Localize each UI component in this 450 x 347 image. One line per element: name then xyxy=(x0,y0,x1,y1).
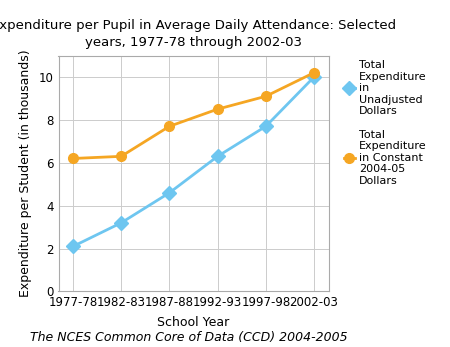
Total
Expenditure
in
Unadjusted
Dollars xyxy=(263,124,269,128)
Total
Expenditure
in Constant
2004-05
Dollars xyxy=(215,107,220,111)
Total
Expenditure
in
Unadjusted
Dollars xyxy=(70,244,76,248)
Text: The NCES Common Core of Data (CCD) 2004-2005: The NCES Common Core of Data (CCD) 2004-… xyxy=(30,331,348,344)
Total
Expenditure
in Constant
2004-05
Dollars xyxy=(118,154,124,159)
Total
Expenditure
in
Unadjusted
Dollars xyxy=(215,154,220,159)
Total
Expenditure
in
Unadjusted
Dollars xyxy=(166,191,172,195)
X-axis label: School Year: School Year xyxy=(158,316,230,329)
Total
Expenditure
in Constant
2004-05
Dollars xyxy=(70,156,76,161)
Total
Expenditure
in
Unadjusted
Dollars xyxy=(311,75,317,79)
Line: Total
Expenditure
in
Unadjusted
Dollars: Total Expenditure in Unadjusted Dollars xyxy=(68,72,319,251)
Total
Expenditure
in Constant
2004-05
Dollars xyxy=(311,70,317,75)
Y-axis label: Expenditure per Student (in thousands): Expenditure per Student (in thousands) xyxy=(19,50,32,297)
Line: Total
Expenditure
in Constant
2004-05
Dollars: Total Expenditure in Constant 2004-05 Do… xyxy=(68,68,319,163)
Total
Expenditure
in Constant
2004-05
Dollars xyxy=(263,94,269,98)
Legend: Total
Expenditure
in
Unadjusted
Dollars, Total
Expenditure
in Constant
2004-05
D: Total Expenditure in Unadjusted Dollars,… xyxy=(339,56,432,191)
Title: Expenditure per Pupil in Average Daily Attendance: Selected
years, 1977-78 throu: Expenditure per Pupil in Average Daily A… xyxy=(0,19,396,49)
Total
Expenditure
in
Unadjusted
Dollars xyxy=(118,221,124,225)
Total
Expenditure
in Constant
2004-05
Dollars xyxy=(166,124,172,128)
